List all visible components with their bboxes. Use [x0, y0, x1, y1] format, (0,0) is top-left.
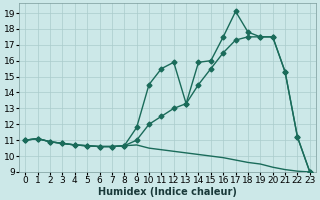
X-axis label: Humidex (Indice chaleur): Humidex (Indice chaleur): [98, 187, 237, 197]
